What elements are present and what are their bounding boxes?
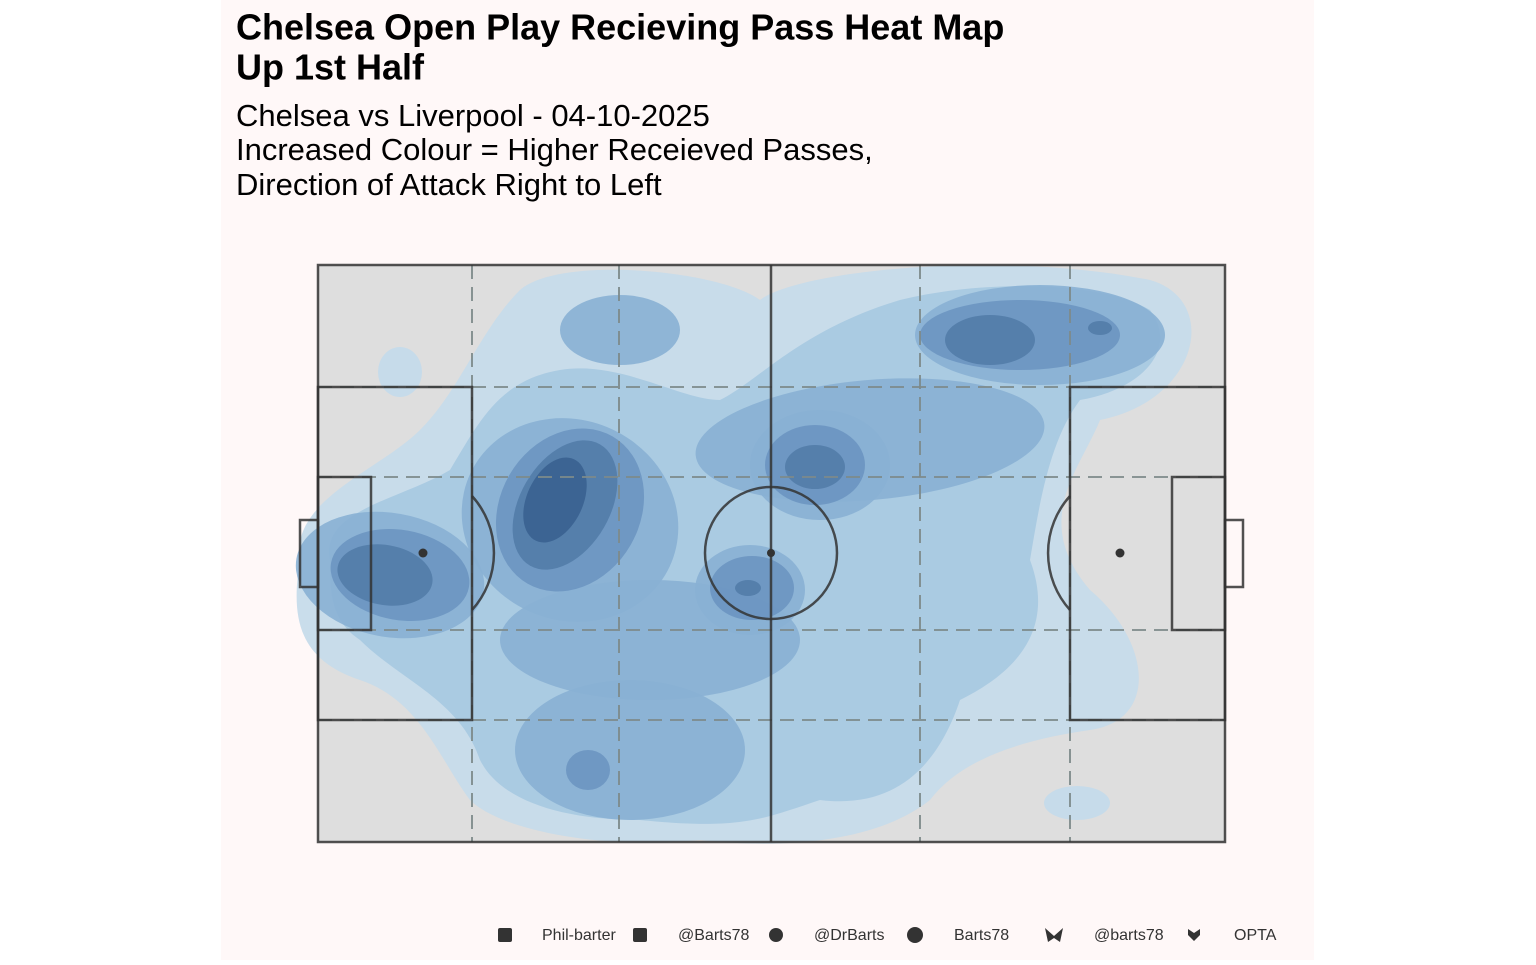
density-contour <box>378 347 422 397</box>
title-line: Chelsea Open Play Recieving Pass Heat Ma… <box>236 7 1004 48</box>
caption-item: Phil-barter <box>542 927 616 944</box>
density-contour <box>523 457 587 543</box>
density-contour <box>735 580 761 596</box>
density-contour <box>1044 786 1110 820</box>
penalty-spot <box>1115 548 1125 558</box>
subtitle-line: Increased Colour = Higher Receieved Pass… <box>236 132 873 167</box>
subtitle-line: Direction of Attack Right to Left <box>236 167 662 202</box>
density-contour <box>785 445 845 489</box>
density-contour <box>515 680 745 820</box>
caption-item: @Barts78 <box>678 927 749 944</box>
density-contour <box>945 315 1035 365</box>
density-contour <box>566 750 610 790</box>
density-contour <box>337 544 433 606</box>
subtitle-line: Chelsea vs Liverpool - 04-10-2025 <box>236 98 710 133</box>
caption-item: Barts78 <box>954 927 1009 944</box>
penalty-spot <box>418 548 428 558</box>
caption-icons <box>498 927 1200 943</box>
caption-item: OPTA <box>1234 927 1277 944</box>
caption-item: @barts78 <box>1094 927 1164 944</box>
heatmap <box>295 265 1192 844</box>
density-contour <box>560 295 680 365</box>
centre-spot <box>767 549 775 557</box>
density-contour <box>1088 321 1112 335</box>
title-line: Up 1st Half <box>236 47 425 88</box>
caption-item: @DrBarts <box>814 927 884 944</box>
